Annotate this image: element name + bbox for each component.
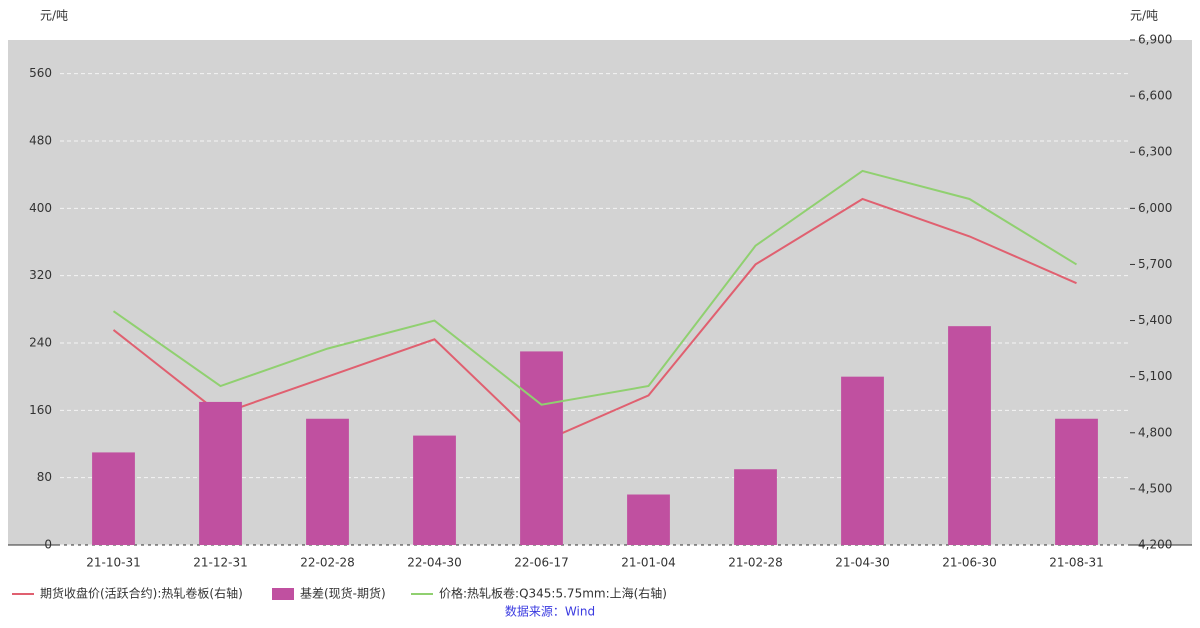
legend-label: 基差(现货-期货) xyxy=(300,586,386,601)
y2-tick-label: 6,300 xyxy=(1138,145,1172,159)
bar xyxy=(627,494,670,545)
y2-tick-label: 4,800 xyxy=(1138,425,1172,439)
y2-tick-label: 6,600 xyxy=(1138,89,1172,103)
x-tick-label: 22-06-17 xyxy=(514,556,568,570)
x-tick-label: 21-01-04 xyxy=(621,556,675,570)
y2-tick-label: 5,700 xyxy=(1138,257,1172,271)
y2-tick-label: 5,400 xyxy=(1138,313,1172,327)
y-tick-label: 400 xyxy=(29,201,52,215)
source-note: 数据来源：Wind xyxy=(505,604,595,619)
bar xyxy=(841,376,884,545)
x-tick-label: 21-06-30 xyxy=(942,556,996,570)
y-tick-label: 0 xyxy=(44,538,52,552)
y2-axis-label: 元/吨 xyxy=(1130,9,1158,23)
y2-tick-label: 6,000 xyxy=(1138,201,1172,215)
y-tick-label: 160 xyxy=(29,403,52,417)
y-tick-label: 560 xyxy=(29,66,52,80)
bar xyxy=(1055,418,1098,545)
bar xyxy=(734,469,777,545)
bar xyxy=(413,435,456,545)
y-tick-label: 80 xyxy=(37,470,52,484)
legend-label: 期货收盘价(活跃合约):热轧卷板(右轴) xyxy=(40,586,243,601)
x-tick-label: 21-02-28 xyxy=(728,556,782,570)
x-tick-label: 21-12-31 xyxy=(193,556,247,570)
x-tick-label: 21-04-30 xyxy=(835,556,889,570)
y-axis-label: 元/吨 xyxy=(40,9,68,23)
line xyxy=(112,197,1077,444)
y-tick-label: 320 xyxy=(29,268,52,282)
bar xyxy=(520,351,563,545)
x-tick-label: 21-08-31 xyxy=(1049,556,1103,570)
x-tick-label: 21-10-31 xyxy=(86,556,140,570)
bar xyxy=(306,418,349,545)
y2-tick-label: 5,100 xyxy=(1138,369,1172,383)
legend-label: 价格:热轧板卷:Q345:5.75mm:上海(右轴) xyxy=(439,586,667,601)
x-tick-label: 22-04-30 xyxy=(407,556,461,570)
y2-tick-label: 6,900 xyxy=(1138,33,1172,47)
legend-swatch xyxy=(272,588,294,600)
x-tick-label: 22-02-28 xyxy=(300,556,354,570)
plot-background xyxy=(8,40,1192,545)
y2-tick-label: 4,200 xyxy=(1138,538,1172,552)
bar xyxy=(199,401,242,545)
bar xyxy=(92,452,135,545)
bar xyxy=(948,326,991,545)
y2-tick-label: 4,500 xyxy=(1138,481,1172,495)
y-tick-label: 480 xyxy=(29,134,52,148)
line xyxy=(112,169,1078,406)
y-tick-label: 240 xyxy=(29,336,52,350)
